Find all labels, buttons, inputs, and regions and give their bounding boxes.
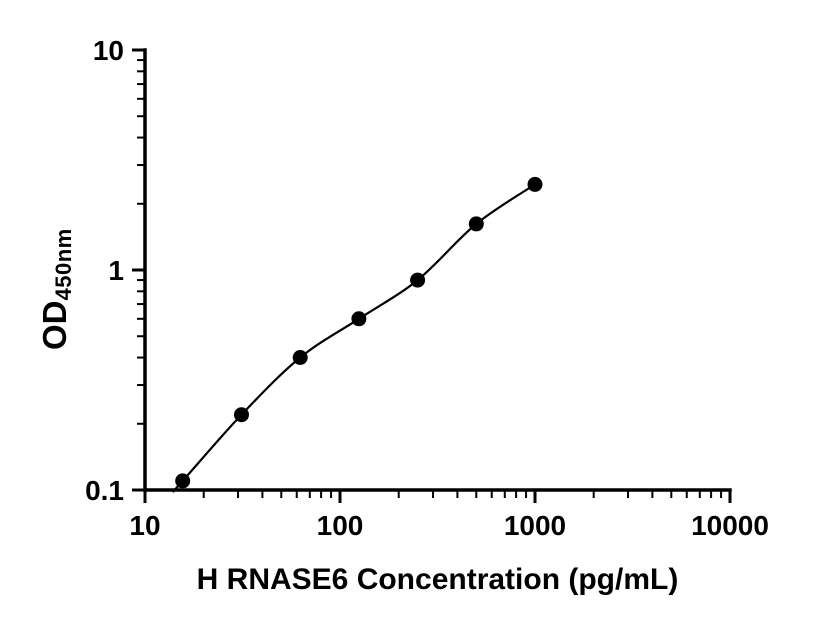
data-point: [527, 176, 543, 192]
x-axis-title: H RNASE6 Concentration (pg/mL): [196, 563, 679, 596]
data-point: [468, 216, 484, 232]
data-point: [234, 407, 249, 423]
y-axis-title-subscript: 450nm: [51, 228, 76, 301]
x-tick-label: 1000: [504, 510, 566, 541]
y-tick-label: 1: [108, 255, 124, 286]
x-tick-label: 10: [129, 510, 160, 541]
x-tick-label: 100: [317, 510, 364, 541]
x-tick-label: 10000: [691, 510, 769, 541]
y-tick-label: 0.1: [85, 475, 124, 506]
data-point: [351, 311, 367, 327]
y-axis-title-main: OD: [36, 300, 73, 351]
data-point: [175, 473, 191, 489]
data-point: [410, 272, 426, 288]
y-tick-label: 10: [93, 35, 124, 66]
fit-line: [171, 183, 536, 493]
y-axis-title: OD450nm: [36, 228, 76, 351]
data-point: [292, 350, 308, 365]
